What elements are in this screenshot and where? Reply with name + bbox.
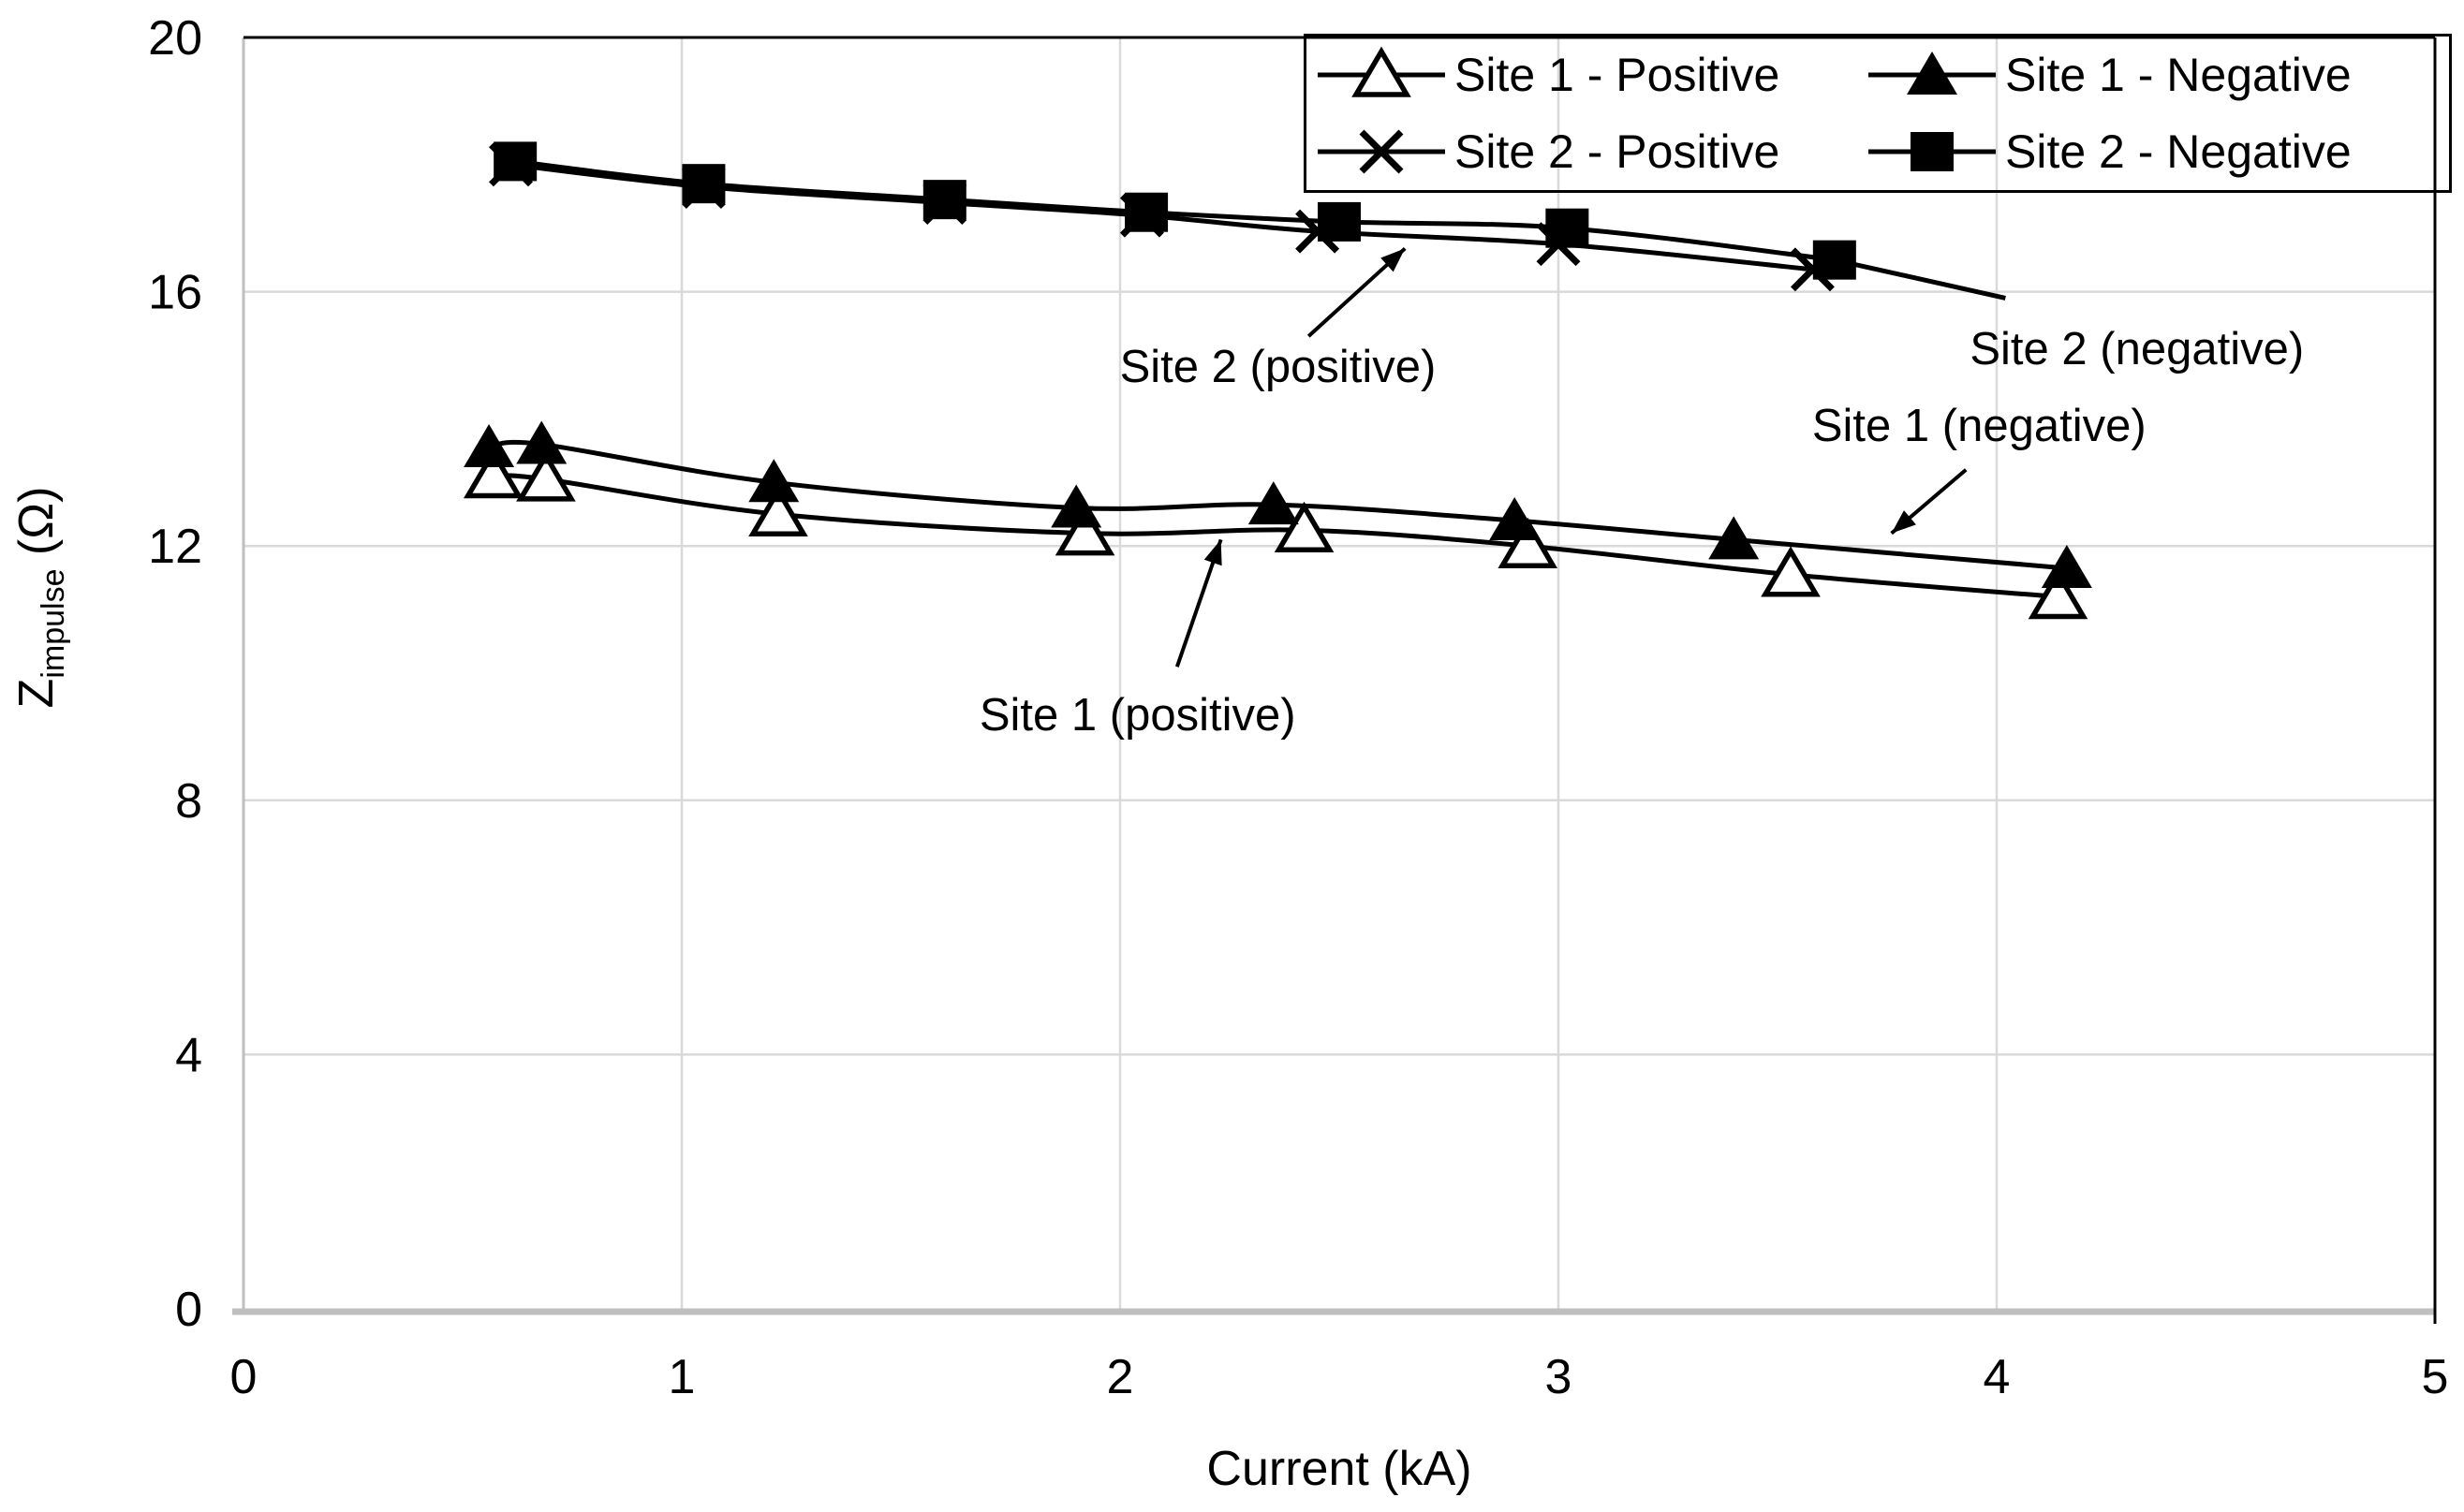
annotation-site2-negative: Site 2 (negative) — [1970, 324, 2305, 375]
x-tick-label: 4 — [1984, 1350, 2011, 1404]
triangle-filled-marker — [1489, 497, 1541, 541]
annotation-site2-positive: Site 2 (positive) — [1119, 342, 1437, 393]
legend-marker-sample — [1318, 46, 1445, 97]
triangle-open-marker — [748, 485, 808, 536]
triangle-filled-icon — [1868, 51, 1996, 95]
annotation-site1-negative: Site 1 (negative) — [1811, 400, 2147, 451]
triangle-open-marker — [463, 448, 524, 499]
legend-item-site1-positive: Site 1 - Positive — [1306, 45, 1857, 105]
arrowhead — [1203, 539, 1222, 566]
y-tick-label: 16 — [148, 266, 202, 320]
gridlines — [243, 37, 2435, 1309]
x-tick-label: 5 — [2422, 1350, 2449, 1404]
legend-label: Site 2 - Negative — [2005, 125, 2352, 178]
square-filled-marker — [1125, 192, 1169, 232]
x-axis-title: Current (kA) — [1206, 1442, 1471, 1496]
x-marker-icon — [1318, 129, 1445, 174]
y-tick-label: 4 — [175, 1028, 202, 1082]
arrowhead — [1380, 248, 1406, 272]
triangle-open-marker — [2028, 568, 2088, 620]
triangle-filled-marker — [2041, 544, 2092, 588]
triangle-open-marker — [516, 450, 576, 502]
axes — [232, 36, 2437, 1324]
y-axis-title: Zimpulse (Ω) — [9, 487, 71, 709]
square-filled-marker — [1545, 208, 1589, 248]
x-tick-label: 3 — [1545, 1350, 1572, 1404]
annotation-arrow-line — [1834, 257, 2006, 301]
triangle-filled-marker — [1051, 484, 1102, 528]
legend-item-site2-negative: Site 2 - Negative — [1857, 122, 2449, 182]
triangle-filled-marker — [516, 420, 568, 464]
legend-label: Site 2 - Positive — [1454, 125, 1780, 178]
triangle-filled-marker — [748, 459, 800, 503]
legend-label: Site 1 - Positive — [1454, 49, 1780, 101]
legend-label: Site 1 - Negative — [2005, 49, 2352, 101]
x-tick-label: 2 — [1107, 1350, 1134, 1404]
legend-item-site1-negative: Site 1 - Negative — [1857, 45, 2449, 105]
y-tick-label: 20 — [148, 11, 202, 66]
y-tick-label: 12 — [148, 520, 202, 574]
annotation-arrows — [1174, 246, 2006, 668]
triangle-open-marker — [1055, 505, 1115, 556]
triangle-filled-marker — [1708, 516, 1760, 560]
x-tick-label: 1 — [669, 1350, 696, 1404]
triangle-filled-marker — [1247, 481, 1299, 525]
square-filled-marker — [1318, 201, 1361, 242]
y-tick-label: 8 — [175, 774, 202, 829]
square-filled-icon — [1868, 132, 1996, 171]
legend-marker-sample — [1868, 51, 1996, 95]
arrowhead — [1891, 510, 1916, 534]
legend-marker-sample — [1868, 132, 1996, 171]
series-site-1-positive — [463, 448, 2088, 620]
triangle-open-marker — [1761, 546, 1821, 597]
triangle-open-marker — [1498, 517, 1558, 568]
legend: Site 1 - Positive Site 1 - Negative Site… — [1304, 34, 2452, 193]
y-tick-label: 0 — [175, 1283, 202, 1337]
legend-marker-sample — [1318, 129, 1445, 174]
square-filled-marker — [494, 141, 538, 182]
triangle-open-marker — [1274, 501, 1335, 552]
series-site-2-negative — [494, 141, 1856, 280]
square-filled-marker — [922, 180, 966, 220]
square-filled-marker — [682, 164, 726, 204]
legend-item-site2-positive: Site 2 - Positive — [1306, 122, 1857, 182]
x-tick-label: 0 — [230, 1350, 258, 1404]
series-site-1-negative — [464, 420, 2092, 588]
annotation-site1-positive: Site 1 (positive) — [979, 690, 1296, 741]
triangle-open-icon — [1318, 46, 1445, 97]
triangle-filled-marker — [464, 423, 515, 467]
